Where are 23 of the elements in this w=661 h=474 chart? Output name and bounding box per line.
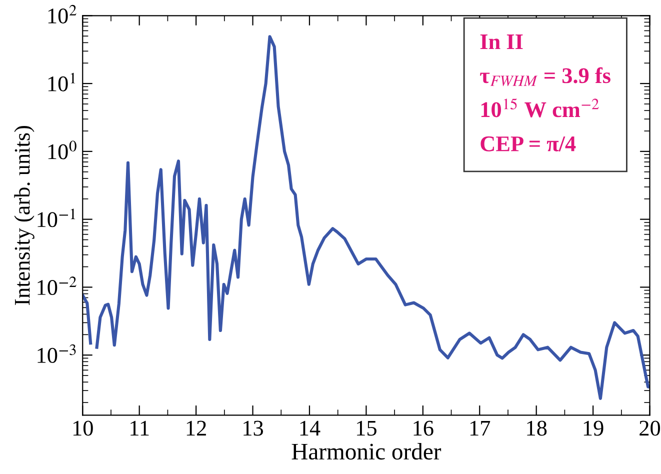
y-axis-title: Intensity (arb. units): [14, 126, 34, 306]
annotation: In II: [480, 34, 523, 50]
annotation: τ$_{FWHM}$ = 3.9 fs: [480, 67, 610, 86]
y-tick-label: 10$^{−1}$: [38, 208, 76, 228]
annotation: 10$^{15}$ W cm$^{−2}$: [481, 98, 599, 118]
x-tick-label: 16: [414, 420, 434, 436]
x-tick-label: 17: [470, 420, 490, 436]
x-tick-label: 14: [300, 420, 320, 436]
y-tick-label: 10$^{−2}$: [38, 276, 76, 296]
x-tick-label: 19: [584, 420, 604, 436]
y-tick-label: 10$^{−3}$: [38, 344, 76, 363]
annotation: CEP = π/4: [480, 136, 576, 152]
x-tick-label: 18: [527, 420, 547, 436]
x-tick-label: 13: [244, 420, 264, 436]
x-tick-label: 12: [186, 420, 206, 436]
x-tick-label: 15: [357, 420, 376, 436]
y-tick-label: 10$^{0}$: [48, 140, 76, 160]
x-tick-label: 20: [640, 420, 660, 436]
x-tick-label: 11: [130, 420, 149, 436]
x-tick-label: 10: [73, 420, 93, 436]
y-tick-label: 10$^{1}$: [48, 72, 76, 92]
x-axis-title: Harmonic order: [292, 443, 442, 460]
y-tick-label: 10$^{2}$: [48, 4, 76, 24]
